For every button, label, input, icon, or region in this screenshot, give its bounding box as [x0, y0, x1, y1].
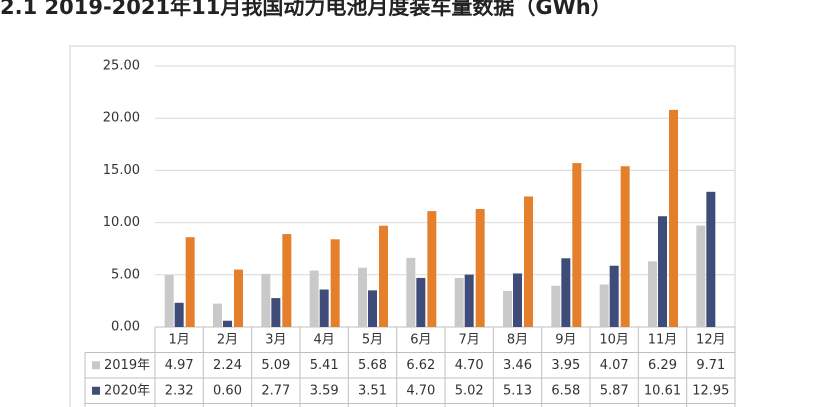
- x-tick-label: 3月: [265, 333, 286, 348]
- table-value: 3.46: [503, 358, 532, 373]
- bar: [234, 269, 243, 327]
- table-value: 3.95: [551, 358, 580, 373]
- bar: [309, 270, 319, 327]
- bar: [174, 302, 184, 327]
- table-value: 3.59: [310, 383, 339, 398]
- bar: [524, 196, 533, 327]
- bar: [213, 303, 222, 327]
- table-value: 5.13: [503, 383, 532, 398]
- chart-frame: [69, 45, 736, 407]
- bar: [185, 237, 195, 327]
- table-value: 6.58: [551, 383, 580, 398]
- bar: [620, 166, 630, 327]
- table-value: 5.09: [261, 358, 290, 373]
- bar: [330, 239, 340, 327]
- bar: [454, 277, 464, 327]
- bar: [658, 216, 667, 327]
- bar: [358, 267, 367, 327]
- bar: [464, 274, 474, 327]
- table-value: 9.71: [696, 358, 725, 373]
- table-value: 5.68: [358, 358, 387, 373]
- table-value: 0.60: [213, 383, 242, 398]
- table-value: 12.95: [692, 383, 729, 398]
- x-tick-label: 11月: [648, 333, 678, 348]
- bar: [648, 261, 657, 327]
- y-tick-label: 5.00: [111, 267, 140, 282]
- bar: [319, 289, 329, 327]
- bar: [706, 191, 716, 327]
- table-value: 2.77: [261, 383, 290, 398]
- bar: [561, 258, 571, 327]
- y-tick-label: 20.00: [103, 111, 140, 126]
- bar: [282, 234, 292, 327]
- bar: [551, 285, 561, 327]
- table-value: 4.97: [165, 358, 194, 373]
- bar: [379, 225, 388, 327]
- bar: [696, 225, 706, 327]
- bar: [503, 290, 512, 327]
- y-tick-label: 25.00: [103, 59, 140, 74]
- table-value: 6.62: [406, 358, 435, 373]
- bar: [669, 109, 678, 328]
- x-tick-label: 1月: [169, 333, 190, 348]
- legend-label: 2019年: [104, 358, 150, 373]
- x-tick-label: 7月: [459, 333, 480, 348]
- x-tick-label: 4月: [314, 333, 335, 348]
- x-tick-label: 9月: [555, 333, 576, 348]
- x-tick-label: 10月: [599, 333, 629, 348]
- table-value: 2.24: [213, 358, 242, 373]
- bar: [475, 209, 485, 327]
- table-value: 5.87: [600, 383, 629, 398]
- y-tick-label: 10.00: [103, 215, 140, 230]
- legend-swatch: [92, 386, 100, 395]
- bar: [368, 290, 377, 327]
- x-tick-label: 8月: [507, 333, 528, 348]
- table-value: 3.51: [358, 383, 387, 398]
- legend-swatch: [92, 361, 100, 370]
- bar: [513, 273, 522, 327]
- bar: [271, 298, 281, 327]
- bar: [599, 284, 609, 327]
- bar: [609, 265, 619, 327]
- table-value: 5.41: [310, 358, 339, 373]
- bar: [261, 273, 271, 327]
- bar: [416, 277, 426, 327]
- bar: [223, 320, 232, 327]
- x-tick-label: 6月: [410, 333, 431, 348]
- chart-title: 2.1 2019-2021年11月我国动力电池月度装车量数据（GWh）: [0, 0, 612, 19]
- table-value: 5.02: [455, 383, 484, 398]
- x-tick-label: 2月: [217, 333, 238, 348]
- table-value: 2.32: [165, 383, 194, 398]
- bar: [406, 257, 416, 327]
- table-value: 4.70: [455, 358, 484, 373]
- x-tick-label: 5月: [362, 333, 383, 348]
- table-value: 10.61: [644, 383, 681, 398]
- table-value: 4.70: [406, 383, 435, 398]
- bar: [427, 211, 437, 327]
- legend-label: 2020年: [104, 383, 150, 398]
- bar: [164, 275, 174, 327]
- table-value: 4.07: [600, 358, 629, 373]
- x-tick-label: 12月: [696, 333, 726, 348]
- bar: [572, 163, 582, 327]
- y-tick-label: 0.00: [111, 320, 140, 335]
- table-value: 6.29: [648, 358, 677, 373]
- y-tick-label: 15.00: [103, 163, 140, 178]
